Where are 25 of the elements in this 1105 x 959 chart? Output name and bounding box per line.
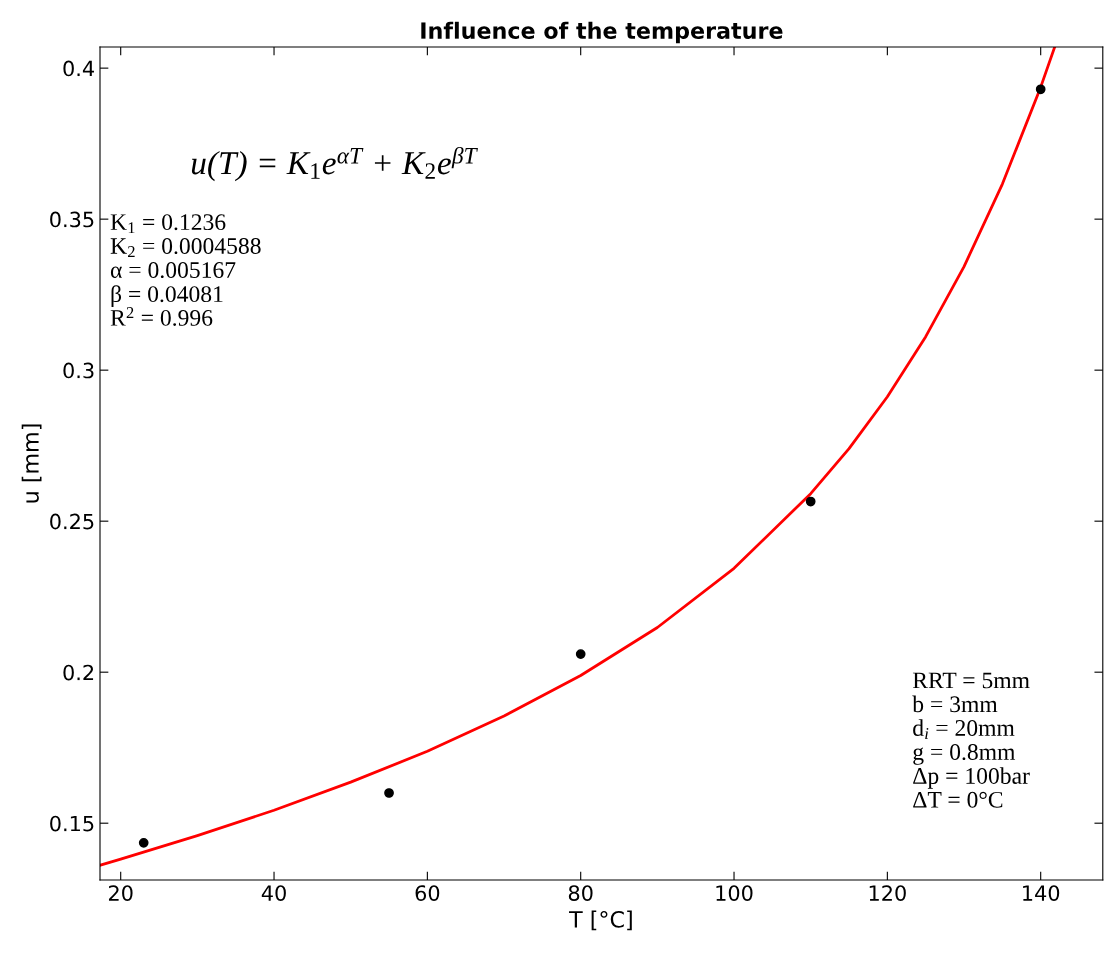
point <box>138 837 149 848</box>
text: K$_{1}$ = 0.1236 K$_{2}$ = 0.0004588 α = 0.005167 β = 0.04081 R$^{2}$ = 0.996 <box>110 214 261 326</box>
y-tick-label: 0.15 <box>50 815 94 832</box>
annotation: u(T) = K$_{1}$e$^{αT}$ + K$_{2}$e$^{βT}$ <box>191 146 478 182</box>
x-axis-title: T [°C] <box>569 910 632 931</box>
annotation: RRT = 5mm b = 3mm d$_{i}$ = 20mm g = 0.8mm Δp = 100bar ΔT = 0°C <box>912 672 1030 808</box>
y-tick-label: 0.25 <box>50 513 94 530</box>
chart-title: Influence of the temperature <box>421 21 783 44</box>
line-series <box>100 46 1056 867</box>
x-tick-label: 60 <box>415 885 440 901</box>
y-tick-label: 0.2 <box>63 664 94 681</box>
point <box>384 788 394 798</box>
point <box>805 496 816 507</box>
y-axis-title: u [mm] <box>21 424 42 503</box>
x-tick-label: 40 <box>261 885 286 901</box>
x-tick-label: 140 <box>1023 885 1060 901</box>
y-tick-label: 0.35 <box>50 211 94 228</box>
x-tick-label: 100 <box>716 885 753 901</box>
x-tick-label: 80 <box>568 885 593 901</box>
x-tick-label: 120 <box>869 885 906 901</box>
y-tick-label: 0.4 <box>63 60 94 77</box>
y-tick-label: 0.3 <box>63 362 94 379</box>
point <box>1035 84 1046 95</box>
point <box>575 649 586 659</box>
x-tick-label: 20 <box>108 885 133 901</box>
